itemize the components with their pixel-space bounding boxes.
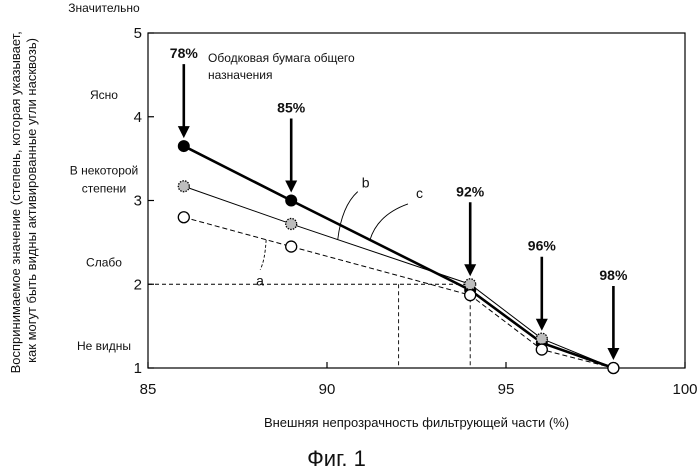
- opacity-label: 78%: [170, 45, 199, 61]
- y-tick-label: 2: [134, 276, 142, 293]
- x-tick-label: 100: [672, 381, 697, 398]
- series-label-a: a: [256, 273, 264, 289]
- y-category-label: Слабо: [86, 255, 122, 269]
- paper-annotation: Ободковая бумага общегоназначения: [208, 51, 355, 82]
- series-label-b: b: [362, 175, 370, 191]
- data-point-b: [178, 181, 189, 192]
- y-axis-title: Воспринимаемое значение (степень, котора…: [8, 28, 39, 374]
- figure-caption: Фиг. 1: [307, 446, 366, 471]
- y-category-label: В некоторойстепени: [70, 164, 139, 196]
- ticks-layer: 85 90 95 100 1 2 3 4 5 Значительно Ясно В некоторой…: [68, 1, 697, 398]
- y-tick-label: 5: [134, 25, 142, 42]
- y-tick-label: 1: [134, 360, 142, 377]
- series-leader-a: [260, 240, 266, 270]
- x-tick-label: 95: [498, 381, 515, 398]
- data-point-a: [178, 212, 189, 223]
- x-tick-label: 85: [140, 381, 157, 398]
- data-point-a: [286, 241, 297, 252]
- data-point-a: [536, 344, 547, 355]
- data-point-b: [286, 218, 297, 229]
- y-category-label: Ясно: [90, 88, 118, 102]
- data-point-b: [465, 279, 476, 290]
- opacity-arrow-head: [536, 319, 548, 331]
- data-point-c: [178, 141, 189, 152]
- opacity-arrow-head: [178, 126, 190, 138]
- opacity-label: 98%: [599, 267, 628, 283]
- x-axis-title: Внешняя непрозрачность фильтрующей части…: [264, 415, 569, 430]
- data-point-a: [465, 290, 476, 301]
- x-tick-label: 90: [319, 381, 336, 398]
- opacity-label: 85%: [277, 100, 306, 116]
- reference-lines-layer: [148, 284, 470, 368]
- data-point-b: [536, 333, 547, 344]
- data-point-a: [608, 363, 619, 374]
- y-category-label: Не видны: [77, 339, 131, 353]
- y-tick-label: 4: [134, 109, 142, 126]
- opacity-arrow-head: [285, 181, 297, 193]
- opacity-arrow-head: [464, 264, 476, 276]
- y-tick-label: 3: [134, 193, 142, 210]
- opacity-label: 96%: [528, 238, 557, 254]
- y-category-label: Значительно: [68, 1, 140, 15]
- series-leader-c: [370, 204, 408, 240]
- data-point-c: [286, 195, 297, 206]
- opacity-arrow-head: [607, 348, 619, 360]
- opacity-label: 92%: [456, 183, 485, 199]
- series-label-c: c: [416, 185, 423, 201]
